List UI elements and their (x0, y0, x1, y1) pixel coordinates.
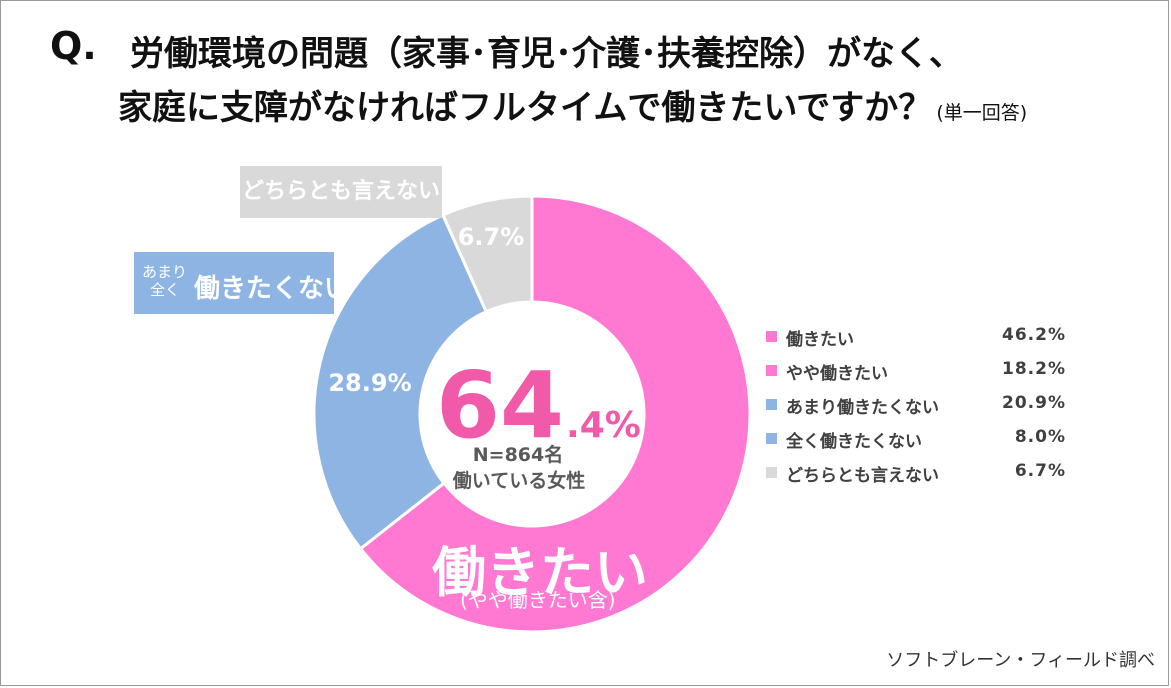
legend-item: 全く働きたくない 8.0% (766, 424, 1066, 458)
legend-swatch (766, 365, 777, 376)
ring-segment-want (358, 194, 752, 634)
center-percentage-int: 64 (436, 352, 565, 459)
legend-swatch (766, 467, 777, 478)
center-sample-size: N=864名 (472, 444, 564, 466)
callout-not-small-1: あまり (142, 263, 188, 281)
legend-swatch (766, 399, 777, 410)
legend-swatch (766, 433, 777, 444)
legend-label: やや働きたい (786, 364, 888, 384)
legend-swatch (766, 331, 777, 342)
source-credit: ソフトブレーン・フィールド調べ (886, 650, 1155, 671)
legend-value: 8.0% (1014, 427, 1066, 447)
legend-item: どちらとも言えない 6.7% (766, 458, 1066, 492)
legend-value: 18.2% (1002, 359, 1066, 379)
want-sub-label: (やや働きたい含) (460, 588, 616, 612)
legend-label: 働きたい (786, 330, 854, 350)
legend-value: 20.9% (1002, 393, 1066, 413)
callout-not-want: あまり 全く 働きたくない (134, 252, 350, 314)
center-percentage: 64.4% (436, 352, 641, 459)
legend-item: あまり働きたくない 20.9% (766, 390, 1066, 424)
question-mark: Q. (50, 24, 97, 68)
legend-label: 全く働きたくない (786, 432, 922, 452)
legend-item: 働きたい 46.2% (766, 322, 1066, 356)
center-percentage-dec: .4% (566, 405, 641, 446)
ring-label-neutral: 6.7% (458, 223, 525, 251)
question-title-line2-text: 家庭に支障がなければフルタイムで働きたいですか？ (118, 88, 933, 128)
legend-value: 46.2% (1002, 325, 1066, 345)
question-title-line2: 家庭に支障がなければフルタイムで働きたいですか？ (単一回答) (118, 80, 1027, 129)
callout-not-small-2: 全く (150, 281, 181, 299)
answer-type-note: (単一回答) (936, 102, 1028, 124)
ring-segment-neutral (440, 194, 534, 314)
callout-neutral: どちらとも言えない (240, 166, 442, 218)
ring-label-not-want: 28.9% (328, 369, 411, 397)
legend-value: 6.7% (1014, 461, 1066, 481)
legend-label: あまり働きたくない (786, 398, 939, 418)
callout-not-big: 働きたくない (194, 274, 351, 304)
ring-segment-not-want (312, 213, 489, 551)
center-respondents: 働いている女性 (452, 470, 586, 492)
want-big-label: 働きたい (432, 541, 648, 604)
legend-item: やや働きたい 18.2% (766, 356, 1066, 390)
legend: 働きたい 46.2% やや働きたい 18.2% あまり働きたくない 20.9% 全く働… (766, 322, 1066, 492)
question-title-line1: 労働環境の問題（家事･育児･介護･扶養控除）がなく、 (130, 34, 963, 74)
legend-label: どちらとも言えない (786, 466, 939, 486)
